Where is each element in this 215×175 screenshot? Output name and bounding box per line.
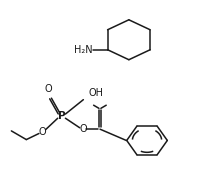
Text: P: P xyxy=(58,111,65,121)
Text: H₂N: H₂N xyxy=(74,45,92,55)
Text: O: O xyxy=(45,84,53,94)
Text: OH: OH xyxy=(88,88,103,98)
Text: O: O xyxy=(38,127,46,137)
Text: O: O xyxy=(79,124,87,134)
